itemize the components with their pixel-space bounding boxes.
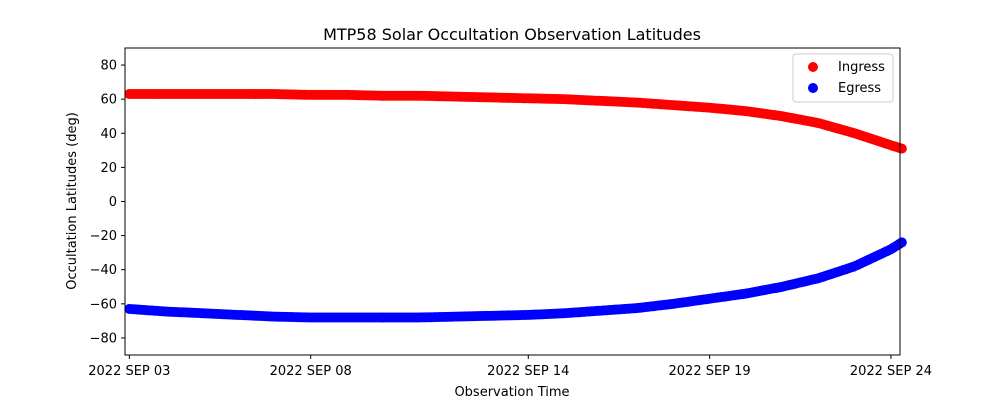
legend: Ingress Egress (792, 53, 894, 103)
y-axis: −80 −60 −40 −20 0 20 40 60 80 (90, 59, 125, 346)
y-tick-label: 20 (100, 161, 117, 176)
x-tick-label: 2022 SEP 14 (487, 364, 569, 379)
y-tick-label: 0 (109, 195, 117, 210)
legend-label-ingress: Ingress (838, 60, 885, 75)
y-axis-label: Occultation Latitudes (deg) (65, 112, 80, 290)
legend-label-egress: Egress (838, 81, 881, 96)
legend-marker-egress (808, 83, 818, 93)
y-tick-label: −60 (90, 297, 117, 312)
y-tick-label: −20 (90, 229, 117, 244)
y-tick-label: −40 (90, 263, 117, 278)
chart-title: MTP58 Solar Occultation Observation Lati… (323, 25, 701, 44)
x-tick-label: 2022 SEP 08 (270, 364, 352, 379)
y-tick-label: −80 (90, 331, 117, 346)
scatter-point (896, 143, 907, 154)
legend-box (792, 53, 894, 103)
y-tick-label: 80 (100, 59, 117, 74)
series-egress (124, 237, 907, 323)
x-tick-label: 2022 SEP 19 (669, 364, 751, 379)
x-axis: 2022 SEP 03 2022 SEP 08 2022 SEP 14 2022 SE… (88, 355, 932, 379)
y-tick-label: 60 (100, 93, 117, 108)
x-tick-label: 2022 SEP 24 (850, 364, 932, 379)
series-ingress (124, 89, 907, 154)
x-tick-label: 2022 SEP 03 (88, 364, 170, 379)
plot-marks (124, 89, 907, 323)
scatter-point (896, 237, 907, 248)
y-tick-label: 40 (100, 127, 117, 142)
legend-marker-ingress (808, 62, 818, 72)
x-axis-label: Observation Time (454, 385, 569, 400)
